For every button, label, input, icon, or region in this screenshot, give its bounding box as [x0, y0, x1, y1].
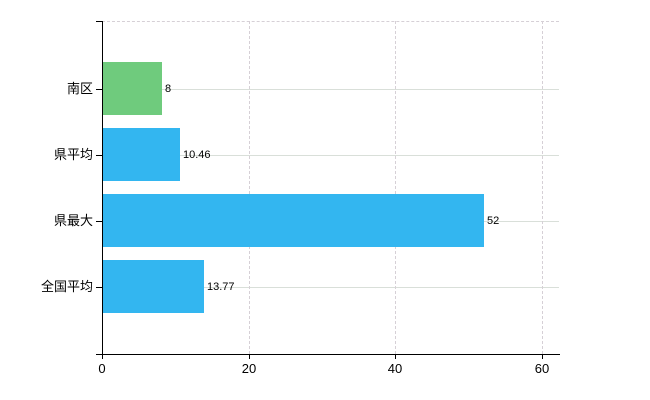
y-axis-tick	[96, 287, 102, 288]
y-axis-tick	[96, 21, 102, 22]
y-axis-tick	[96, 221, 102, 222]
bar-全国平均	[103, 260, 204, 313]
x-axis-line	[102, 354, 560, 355]
x-axis-tick-label: 20	[241, 361, 257, 376]
grid-line-horizontal	[102, 155, 559, 156]
x-axis-tick	[395, 354, 396, 359]
x-axis-tick-label: 40	[387, 361, 403, 376]
y-axis-line	[102, 21, 103, 355]
bar-南区	[103, 62, 162, 115]
grid-line-horizontal	[102, 287, 559, 288]
value-label: 13.77	[207, 281, 235, 293]
x-axis-tick	[249, 354, 250, 359]
y-axis-tick	[96, 89, 102, 90]
category-label: 南区	[66, 81, 93, 96]
category-label: 県最大	[53, 213, 93, 228]
category-label: 全国平均	[40, 279, 93, 294]
x-axis-tick-label: 0	[98, 361, 106, 376]
y-axis-tick	[96, 354, 102, 355]
bar-県最大	[103, 194, 484, 247]
grid-line-vertical	[542, 21, 543, 354]
value-label: 52	[487, 215, 500, 227]
grid-line-horizontal	[102, 89, 559, 90]
bar-県平均	[103, 128, 180, 181]
x-axis-tick	[102, 354, 103, 359]
x-axis-tick	[542, 354, 543, 359]
plot-top-border	[102, 21, 559, 22]
value-label: 10.46	[183, 149, 211, 161]
value-label: 8	[165, 83, 172, 95]
grid-line-vertical	[249, 21, 250, 354]
y-axis-tick	[96, 155, 102, 156]
category-label: 県平均	[53, 147, 93, 162]
x-axis-tick-label: 60	[534, 361, 550, 376]
grid-line-vertical	[395, 21, 396, 354]
